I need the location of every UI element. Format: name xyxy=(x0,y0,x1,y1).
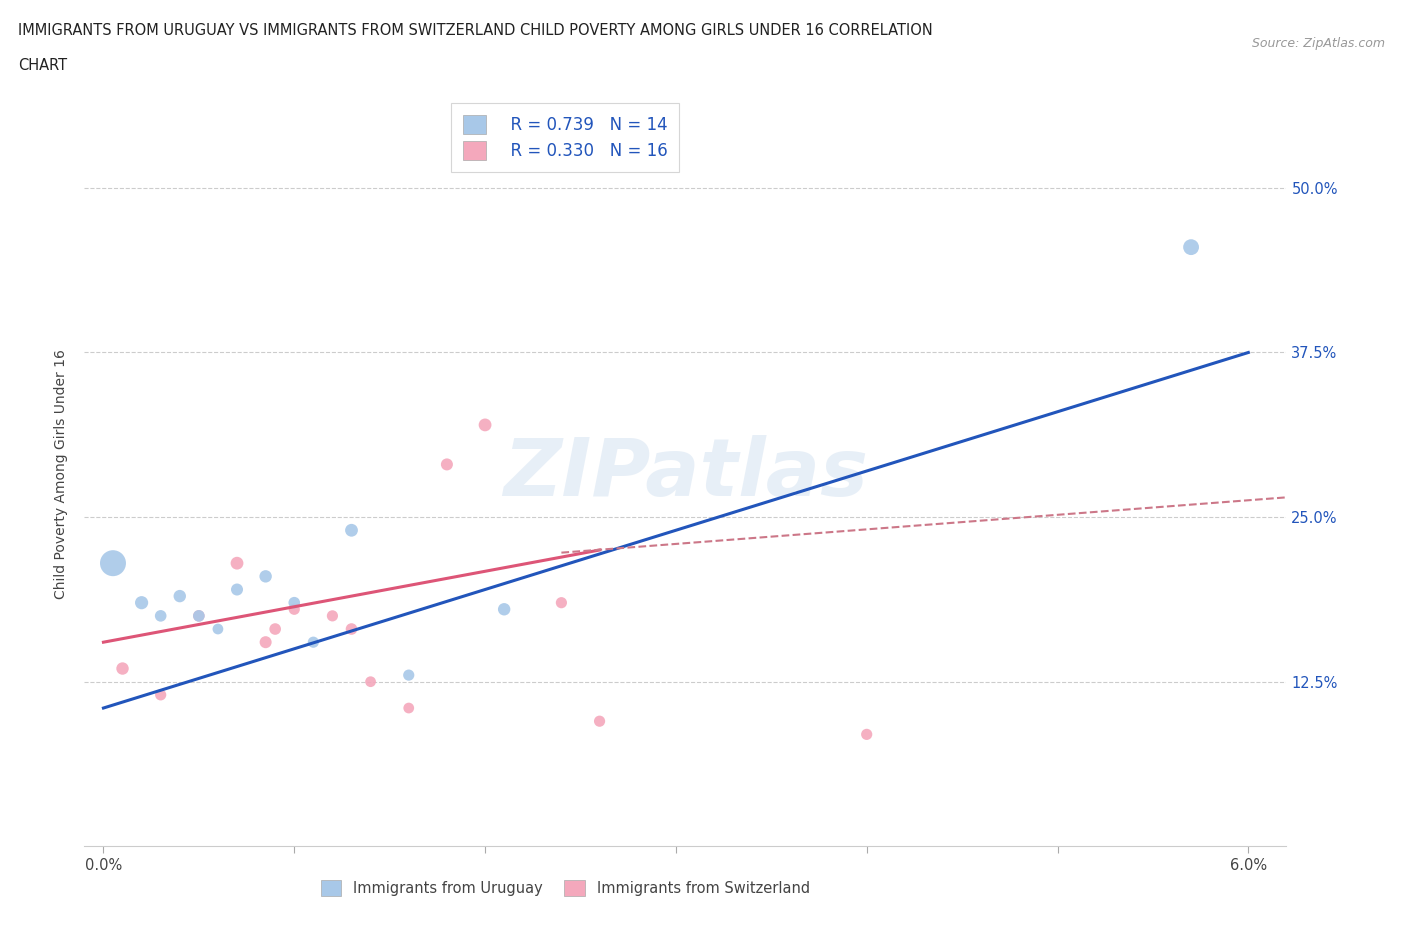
Point xyxy=(187,608,209,623)
Point xyxy=(207,621,229,636)
Point xyxy=(340,523,363,538)
Text: CHART: CHART xyxy=(18,58,67,73)
Point xyxy=(226,556,249,571)
Point xyxy=(398,668,420,683)
Point xyxy=(1180,240,1202,255)
Point xyxy=(321,608,343,623)
Y-axis label: Child Poverty Among Girls Under 16: Child Poverty Among Girls Under 16 xyxy=(55,350,69,599)
Legend: Immigrants from Uruguay, Immigrants from Switzerland: Immigrants from Uruguay, Immigrants from… xyxy=(315,874,815,902)
Point xyxy=(360,674,382,689)
Point xyxy=(588,713,610,728)
Text: Source: ZipAtlas.com: Source: ZipAtlas.com xyxy=(1251,37,1385,50)
Point xyxy=(169,589,191,604)
Point xyxy=(283,595,305,610)
Point xyxy=(398,700,420,715)
Point xyxy=(149,687,172,702)
Point xyxy=(226,582,249,597)
Point xyxy=(494,602,516,617)
Point xyxy=(149,608,172,623)
Point xyxy=(550,595,572,610)
Text: ZIPatlas: ZIPatlas xyxy=(503,435,868,513)
Point xyxy=(436,457,458,472)
Point xyxy=(111,661,134,676)
Point xyxy=(131,595,153,610)
Point xyxy=(474,418,496,432)
Point xyxy=(187,608,209,623)
Point xyxy=(254,569,277,584)
Point xyxy=(340,621,363,636)
Point xyxy=(101,556,124,571)
Text: IMMIGRANTS FROM URUGUAY VS IMMIGRANTS FROM SWITZERLAND CHILD POVERTY AMONG GIRLS: IMMIGRANTS FROM URUGUAY VS IMMIGRANTS FR… xyxy=(18,23,934,38)
Point xyxy=(855,727,877,742)
Point xyxy=(283,602,305,617)
Point xyxy=(254,635,277,650)
Point xyxy=(302,635,325,650)
Point xyxy=(264,621,287,636)
